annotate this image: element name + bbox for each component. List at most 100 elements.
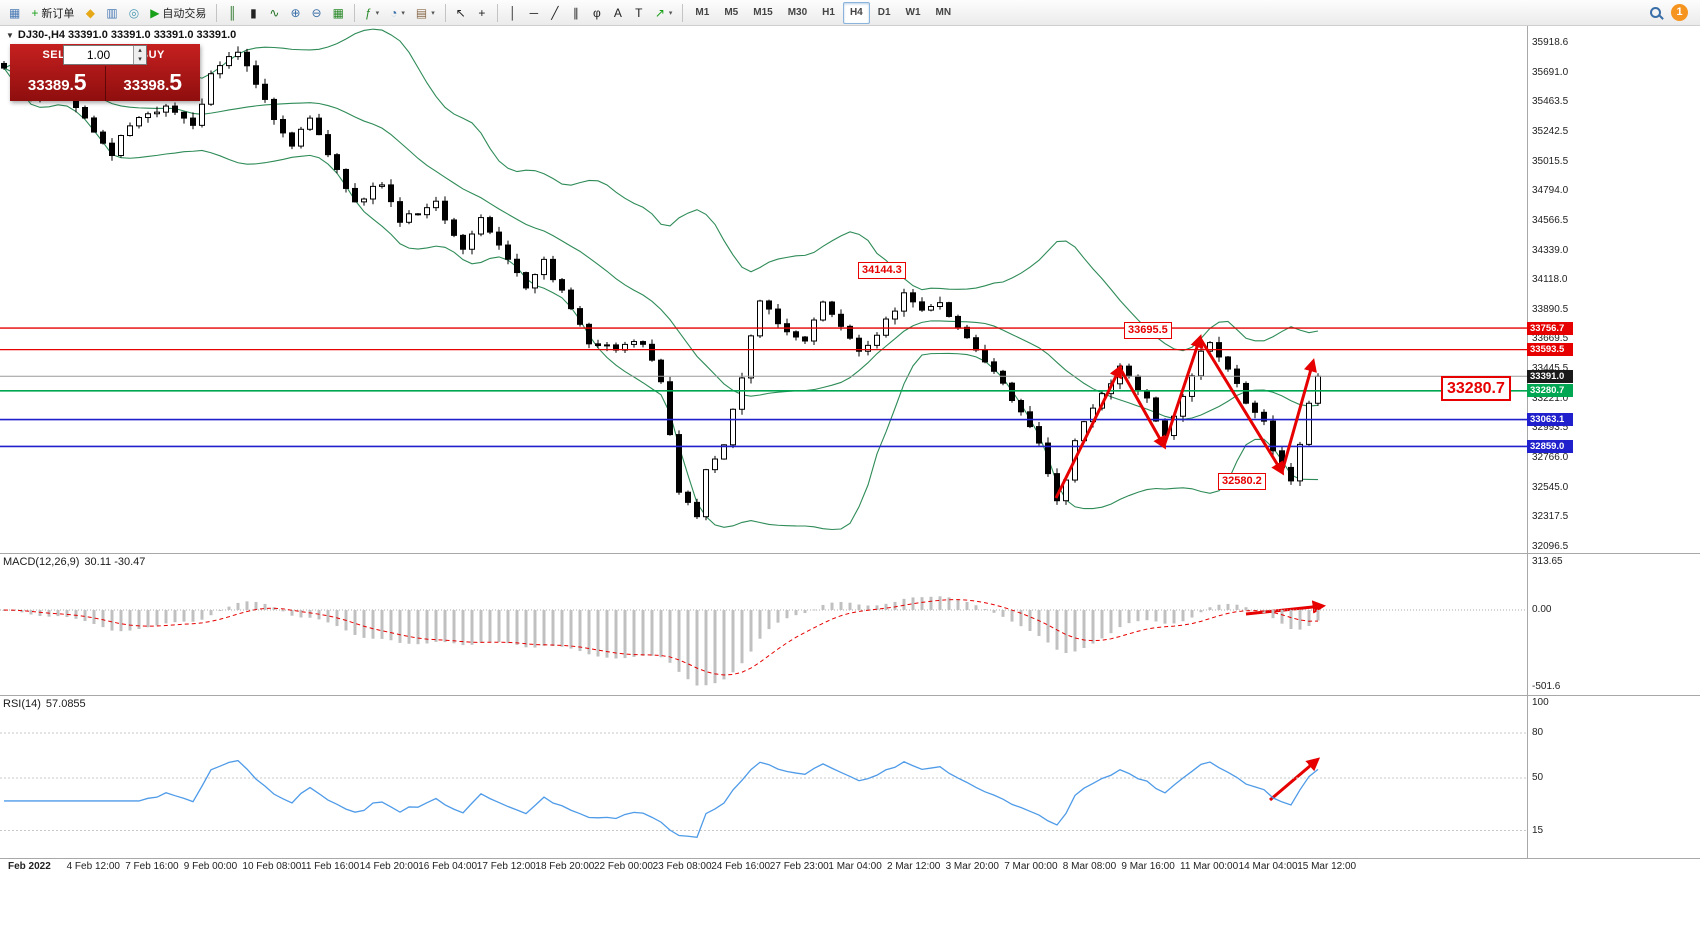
autotrading-glyph: ▶ (150, 5, 160, 20)
zoom-in-icon[interactable]: ⊕ (285, 2, 305, 24)
price-axis-label: 34566.5 (1532, 214, 1569, 226)
timeframe-d1-button[interactable]: D1 (871, 2, 898, 24)
macd-panel-divider[interactable] (0, 553, 1700, 554)
volume-down-icon[interactable]: ▾ (134, 55, 146, 64)
price-tag-33756.7: 33756.7 (1527, 321, 1573, 335)
text-label-icon[interactable]: T (629, 2, 649, 24)
rsi-label: RSI(14) (3, 698, 41, 710)
date-axis-label: 22 Feb 00:00 (594, 861, 653, 872)
rsi-axis-label: 100 (1532, 697, 1549, 708)
arrows-icon[interactable]: ↗ ▾ (650, 2, 678, 24)
volume-input[interactable]: 1.00 (86, 48, 111, 62)
vertical-line-icon[interactable]: │ (503, 2, 523, 24)
search-icon[interactable] (1650, 7, 1661, 18)
date-axis-label: 11 Feb 16:00 (301, 861, 360, 872)
text-icon[interactable]: A (608, 2, 628, 24)
strategy-tester-icon[interactable]: ◎ (124, 2, 144, 24)
autotrading-button[interactable]: ▶ 自动交易 (145, 2, 211, 24)
price-annotation[interactable]: 34144.3 (858, 262, 906, 279)
terminal-icon-glyph: ▥ (106, 5, 118, 20)
timeframe-m15-button-label: M15 (753, 7, 773, 18)
date-axis-label: 15 Mar 12:00 (1297, 861, 1357, 872)
price-tag-33063.1: 33063.1 (1527, 413, 1573, 427)
timeframe-mn-button[interactable]: MN (929, 2, 959, 24)
price-axis-label: 32545.0 (1532, 481, 1569, 493)
crosshair-icon-glyph: + (478, 5, 486, 20)
timeframe-m5-button[interactable]: M5 (717, 2, 745, 24)
date-axis-label: 8 Mar 08:00 (1062, 861, 1117, 872)
fibonacci-icon[interactable]: φ (587, 2, 607, 24)
rsi-indicator-header: RSI(14) 57.0855 (3, 698, 86, 710)
fibonacci-icon-glyph: φ (592, 5, 601, 20)
sell-price-frac: 5 (73, 69, 87, 95)
text-icon-glyph: A (613, 5, 622, 20)
price-annotation[interactable]: 32580.2 (1218, 473, 1266, 490)
macd-values: 30.11 -30.47 (84, 556, 146, 568)
date-axis-label: 1 Mar 04:00 (828, 861, 882, 872)
price-axis-label: 34794.0 (1532, 185, 1569, 197)
horizontal-line-icon[interactable]: ─ (524, 2, 544, 24)
rsi-panel-divider[interactable] (0, 695, 1700, 696)
date-axis-label: 4 Feb 12:00 (66, 861, 120, 872)
timeframe-h4-button-label: H4 (849, 7, 863, 18)
one-click-panel-toggle-icon[interactable]: ▼ (6, 30, 14, 40)
macd-indicator-header: MACD(12,26,9) 30.11 -30.47 (3, 556, 145, 568)
new-chart-icon[interactable]: ▦ (4, 2, 25, 24)
notification-badge[interactable]: 1 (1671, 4, 1688, 21)
terminal-icon[interactable]: ▥ (101, 2, 122, 24)
zoom-out-icon[interactable]: ⊖ (307, 2, 327, 24)
date-axis-divider (0, 858, 1700, 859)
price-axis-label: 32766.0 (1532, 452, 1569, 464)
timeframe-h1-button[interactable]: H1 (815, 2, 842, 24)
price-tag-33593.5: 33593.5 (1527, 343, 1573, 357)
date-axis-label: 27 Feb 23:00 (769, 861, 829, 872)
price-axis-label: 33890.5 (1532, 303, 1569, 315)
templates-icon[interactable]: ▤ ▾ (411, 2, 440, 24)
trendline-icon[interactable]: ╱ (545, 2, 565, 24)
zoom-in-icon-glyph: ⊕ (290, 5, 301, 20)
date-axis-label: 9 Mar 16:00 (1121, 861, 1175, 872)
metaeditor-icon[interactable]: ◆ (80, 2, 100, 24)
dropdown-caret-icon: ▾ (431, 9, 435, 17)
toolbar-right: 1 (1650, 4, 1696, 21)
timeframe-m15-button[interactable]: M15 (746, 2, 779, 24)
bar-chart-icon[interactable]: ║ (222, 2, 242, 24)
volume-up-icon[interactable]: ▴ (134, 46, 146, 55)
tile-windows-icon-glyph: ▦ (332, 5, 344, 20)
timeframe-m1-button[interactable]: M1 (688, 2, 716, 24)
tile-windows-icon[interactable]: ▦ (328, 2, 349, 24)
sell-button[interactable]: 33389.5 (10, 66, 106, 101)
line-chart-icon[interactable]: ∿ (264, 2, 284, 24)
timeframe-w1-button[interactable]: W1 (899, 2, 928, 24)
price-annotation[interactable]: 33280.7 (1441, 376, 1511, 401)
timeframe-m1-button-label: M1 (695, 7, 710, 18)
crosshair-icon[interactable]: + (472, 2, 492, 24)
price-axis-label: 35691.0 (1532, 66, 1569, 78)
price-axis-label: 35918.6 (1532, 37, 1569, 48)
volume-spinner: ▴ ▾ (133, 46, 146, 64)
indicators-icon[interactable]: ƒ ▾ (360, 2, 384, 24)
new-order-button[interactable]: + 新订单 (26, 2, 79, 24)
timeframe-h4-button[interactable]: H4 (842, 1, 870, 24)
date-axis-label: 7 Mar 00:00 (1004, 861, 1058, 872)
price-axis-label: 33221.0 (1532, 392, 1569, 404)
rsi-axis-label: 50 (1532, 772, 1544, 783)
timeframe-m30-button[interactable]: M30 (781, 2, 814, 24)
bar-chart-icon-glyph: ║ (228, 5, 237, 20)
price-axis-label: 33669.5 (1532, 333, 1569, 345)
buy-button[interactable]: 33398.5 (106, 66, 201, 101)
dropdown-caret-icon: ▾ (375, 9, 380, 17)
price-annotation[interactable]: 33695.5 (1124, 322, 1172, 339)
periods-icon[interactable]: ◔ ▾ (385, 2, 410, 24)
price-axis: 35918.6 35691.0 35463.5 35242.5 35015.5 34794… (1527, 0, 1700, 947)
channel-icon[interactable]: ∥ (566, 2, 586, 24)
date-axis-label: 23 Feb 08:00 (652, 861, 712, 872)
timeframe-w1-button-label: W1 (905, 7, 921, 18)
candlestick-chart-icon-glyph: ▮ (250, 5, 257, 20)
cursor-icon[interactable]: ↖ (451, 2, 471, 24)
macd-axis-label: -501.6 (1532, 680, 1561, 692)
candlestick-chart-icon[interactable]: ▮ (243, 2, 263, 24)
buy-price-frac: 5 (169, 69, 183, 95)
metaeditor-icon-glyph: ◆ (85, 5, 95, 20)
